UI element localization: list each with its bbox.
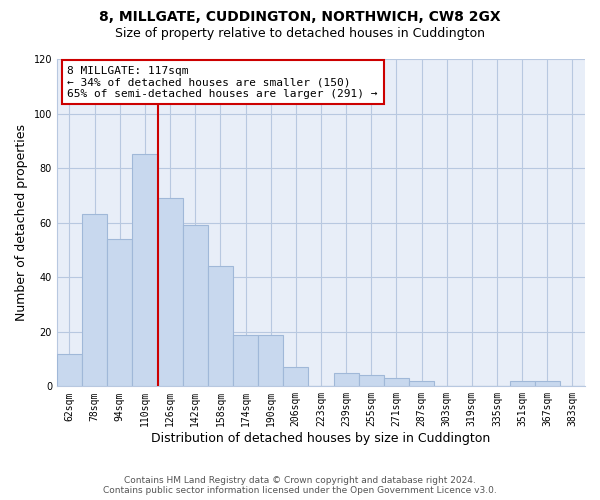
Text: Contains HM Land Registry data © Crown copyright and database right 2024.
Contai: Contains HM Land Registry data © Crown c… bbox=[103, 476, 497, 495]
Bar bbox=[233, 334, 258, 386]
X-axis label: Distribution of detached houses by size in Cuddington: Distribution of detached houses by size … bbox=[151, 432, 491, 445]
Text: Size of property relative to detached houses in Cuddington: Size of property relative to detached ho… bbox=[115, 28, 485, 40]
Bar bbox=[384, 378, 409, 386]
Bar bbox=[258, 334, 283, 386]
Text: 8, MILLGATE, CUDDINGTON, NORTHWICH, CW8 2GX: 8, MILLGATE, CUDDINGTON, NORTHWICH, CW8 … bbox=[99, 10, 501, 24]
Bar bbox=[107, 239, 133, 386]
Bar bbox=[535, 381, 560, 386]
Bar bbox=[182, 226, 208, 386]
Bar bbox=[57, 354, 82, 386]
Bar bbox=[208, 266, 233, 386]
Bar bbox=[133, 154, 158, 386]
Bar bbox=[158, 198, 182, 386]
Bar bbox=[283, 367, 308, 386]
Bar bbox=[359, 376, 384, 386]
Bar bbox=[409, 381, 434, 386]
Bar bbox=[334, 372, 359, 386]
Bar bbox=[82, 214, 107, 386]
Bar bbox=[509, 381, 535, 386]
Text: 8 MILLGATE: 117sqm
← 34% of detached houses are smaller (150)
65% of semi-detach: 8 MILLGATE: 117sqm ← 34% of detached hou… bbox=[67, 66, 378, 98]
Y-axis label: Number of detached properties: Number of detached properties bbox=[15, 124, 28, 321]
